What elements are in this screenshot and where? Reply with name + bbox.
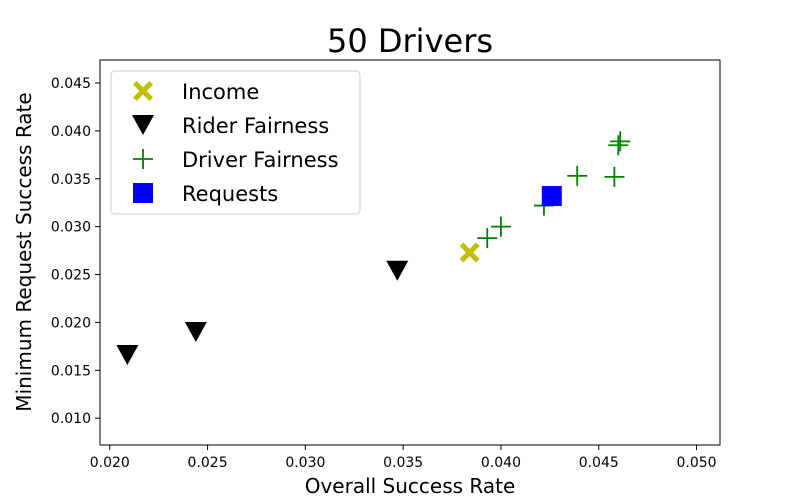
x-tick-label: 0.040 <box>481 455 521 471</box>
x-tick-label: 0.050 <box>676 455 716 471</box>
y-axis: 0.010 0.015 0.020 0.025 0.030 0.035 0.040 0.045 <box>51 76 100 427</box>
data-point <box>541 185 562 206</box>
x-tick-label: 0.030 <box>285 455 325 471</box>
y-tick-label: 0.020 <box>51 315 91 331</box>
y-tick-label: 0.045 <box>51 76 91 92</box>
plot-frame <box>99 59 721 446</box>
x-tick-label: 0.025 <box>188 455 228 471</box>
legend-marker <box>132 115 154 135</box>
plot-points <box>116 131 631 365</box>
legend-marker <box>133 183 153 203</box>
data-point <box>567 165 588 186</box>
data-point <box>459 242 480 263</box>
x-tick-label: 0.020 <box>90 455 130 471</box>
legend: Income Rider Fairness Driver Fairness Reque… <box>110 70 361 215</box>
y-axis-label: Minimum Request Success Rate <box>12 92 36 411</box>
y-tick-label: 0.015 <box>51 363 91 379</box>
data-point <box>116 344 139 365</box>
x-tick-label: 0.035 <box>383 455 423 471</box>
y-tick-label: 0.040 <box>51 124 91 140</box>
y-tick-label: 0.010 <box>51 411 91 427</box>
y-tick-label: 0.025 <box>51 268 91 284</box>
data-point <box>477 228 498 249</box>
data-point <box>608 135 629 156</box>
data-point <box>604 166 625 187</box>
legend-entry-label: Driver Fairness <box>182 148 339 172</box>
legend-marker <box>133 149 153 169</box>
legend-box <box>110 70 361 215</box>
y-tick-label: 0.035 <box>51 172 91 188</box>
legend-marker <box>133 81 153 101</box>
y-tick-label: 0.030 <box>51 220 91 236</box>
legend-entry-label: Requests <box>182 182 278 206</box>
chart-title: 50 Drivers <box>327 22 493 60</box>
data-point <box>610 131 631 152</box>
data-point <box>386 260 409 281</box>
legend-entry-label: Income <box>182 80 259 104</box>
data-point <box>490 216 511 237</box>
x-axis-label: Overall Success Rate <box>305 474 516 498</box>
data-point <box>184 321 207 342</box>
x-tick-label: 0.045 <box>579 455 619 471</box>
legend-entry-label: Rider Fairness <box>182 114 329 138</box>
x-axis: 0.020 0.025 0.030 0.035 0.040 0.045 0.050 <box>90 445 717 471</box>
